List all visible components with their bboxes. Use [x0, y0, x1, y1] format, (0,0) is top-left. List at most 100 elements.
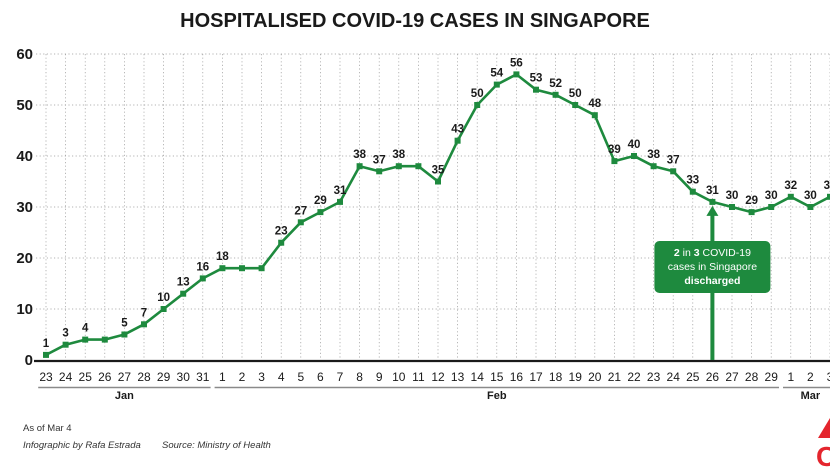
annotation-box [654, 241, 771, 293]
data-label: 37 [667, 154, 680, 166]
data-label: 30 [804, 190, 817, 202]
x-tick-label: 23 [647, 370, 661, 384]
discharged-annotation: 2 in 3 COVID-19 cases in Singapore dischar… [654, 205, 771, 360]
data-label: 52 [549, 78, 562, 90]
x-tick-label: 3 [258, 370, 265, 384]
data-point [454, 137, 461, 144]
cna-logo-icon: C [816, 418, 830, 468]
data-point [239, 265, 245, 272]
data-label: 39 [608, 144, 621, 156]
x-tick-label: 2 [807, 370, 814, 384]
annotation-text-segment: in [680, 247, 694, 259]
x-tick-label: 7 [337, 370, 344, 384]
data-label: 53 [530, 73, 543, 85]
data-point [729, 204, 735, 210]
annotation-text: 2 in 3 COVID-19 [674, 247, 751, 259]
x-tick-label: 28 [745, 370, 759, 384]
data-point [807, 204, 814, 210]
data-point [533, 86, 539, 93]
data-label: 23 [275, 226, 288, 238]
y-tick-label: 40 [16, 148, 33, 165]
x-tick-label: 1 [787, 370, 794, 384]
x-tick-label: 10 [392, 370, 406, 384]
data-label: 43 [451, 124, 464, 136]
x-tick-label: 12 [431, 370, 445, 384]
x-tick-label: 9 [376, 370, 383, 384]
x-tick-label: 29 [765, 370, 779, 384]
data-point [337, 198, 343, 205]
annotation-text: discharged [684, 275, 740, 287]
data-point [631, 153, 637, 159]
data-point [513, 71, 520, 78]
data-point [101, 336, 108, 343]
x-axis: 23 24 25 26 27 28 29 30 31 1 2 3 4 5 6 7 8 9 10 11 12 13 14 15 1… [34, 359, 830, 402]
as-of-note: As of Mar 4 [23, 423, 72, 434]
y-tick-label: 20 [16, 250, 33, 267]
data-point [768, 204, 775, 210]
x-tick-label: 25 [79, 370, 93, 384]
x-tick-label: 3 [827, 370, 830, 384]
x-tick-label: 20 [588, 370, 602, 384]
y-tick-label: 0 [25, 352, 33, 369]
data-label: 10 [157, 292, 170, 304]
data-point [493, 81, 500, 88]
data-point [474, 102, 481, 108]
data-label: 38 [353, 149, 366, 161]
x-tick-label: 13 [451, 370, 465, 384]
y-axis-ticks: 0 10 20 30 40 50 60 [16, 46, 33, 369]
data-point [278, 239, 285, 246]
series-hospitalised [43, 71, 830, 358]
x-tick-label: 27 [118, 370, 132, 384]
x-tick-label: 26 [706, 370, 720, 384]
x-tick-label: 19 [569, 370, 583, 384]
data-label: 16 [196, 261, 209, 273]
annotation-arrow-head [706, 205, 719, 216]
y-tick-label: 10 [16, 301, 33, 318]
data-point [827, 193, 830, 200]
month-label: Jan [115, 390, 134, 402]
x-tick-label: 25 [686, 370, 700, 384]
data-point [748, 209, 755, 216]
data-point [199, 275, 206, 282]
data-label: 29 [745, 195, 758, 207]
data-label: 30 [726, 190, 739, 202]
x-tick-label: 11 [412, 370, 425, 384]
annotation-text-segment: COVID-19 [700, 247, 752, 259]
x-tick-label: 5 [297, 370, 304, 384]
data-label: 31 [334, 185, 347, 197]
data-label: 32 [824, 180, 830, 192]
data-label: 54 [490, 68, 503, 80]
data-label: 27 [294, 205, 307, 217]
data-label: 13 [177, 277, 190, 289]
data-point [141, 321, 147, 328]
data-point [317, 209, 324, 216]
x-tick-label: 16 [510, 370, 524, 384]
data-label: 56 [510, 57, 523, 69]
data-point [160, 306, 167, 312]
chart-title: HOSPITALISED COVID-19 CASES IN SINGAPORE [180, 10, 650, 32]
data-label: 1 [43, 338, 50, 350]
x-tick-label: 29 [157, 370, 171, 384]
annotation-text-segment: 3 [694, 247, 700, 259]
month-label: Feb [487, 390, 507, 402]
x-tick-label: 24 [59, 370, 73, 384]
data-label: 29 [314, 195, 327, 207]
data-point [258, 265, 265, 272]
data-label: 4 [82, 323, 89, 335]
data-label: 5 [121, 318, 128, 330]
y-tick-label: 30 [16, 199, 33, 216]
data-label: 37 [373, 154, 386, 166]
x-tick-label: 6 [317, 370, 324, 384]
month-label: Mar [801, 390, 821, 402]
x-tick-label: 26 [98, 370, 112, 384]
data-point [787, 193, 794, 200]
data-point [689, 188, 696, 195]
x-tick-label: 31 [196, 370, 210, 384]
x-tick-label: 4 [278, 370, 285, 384]
data-label: 50 [569, 88, 582, 100]
data-point [356, 163, 363, 170]
data-point [82, 336, 89, 343]
x-tick-label: 21 [608, 370, 622, 384]
